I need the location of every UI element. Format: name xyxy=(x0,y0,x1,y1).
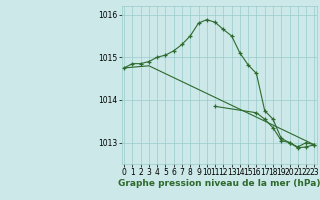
X-axis label: Graphe pression niveau de la mer (hPa): Graphe pression niveau de la mer (hPa) xyxy=(118,179,320,188)
